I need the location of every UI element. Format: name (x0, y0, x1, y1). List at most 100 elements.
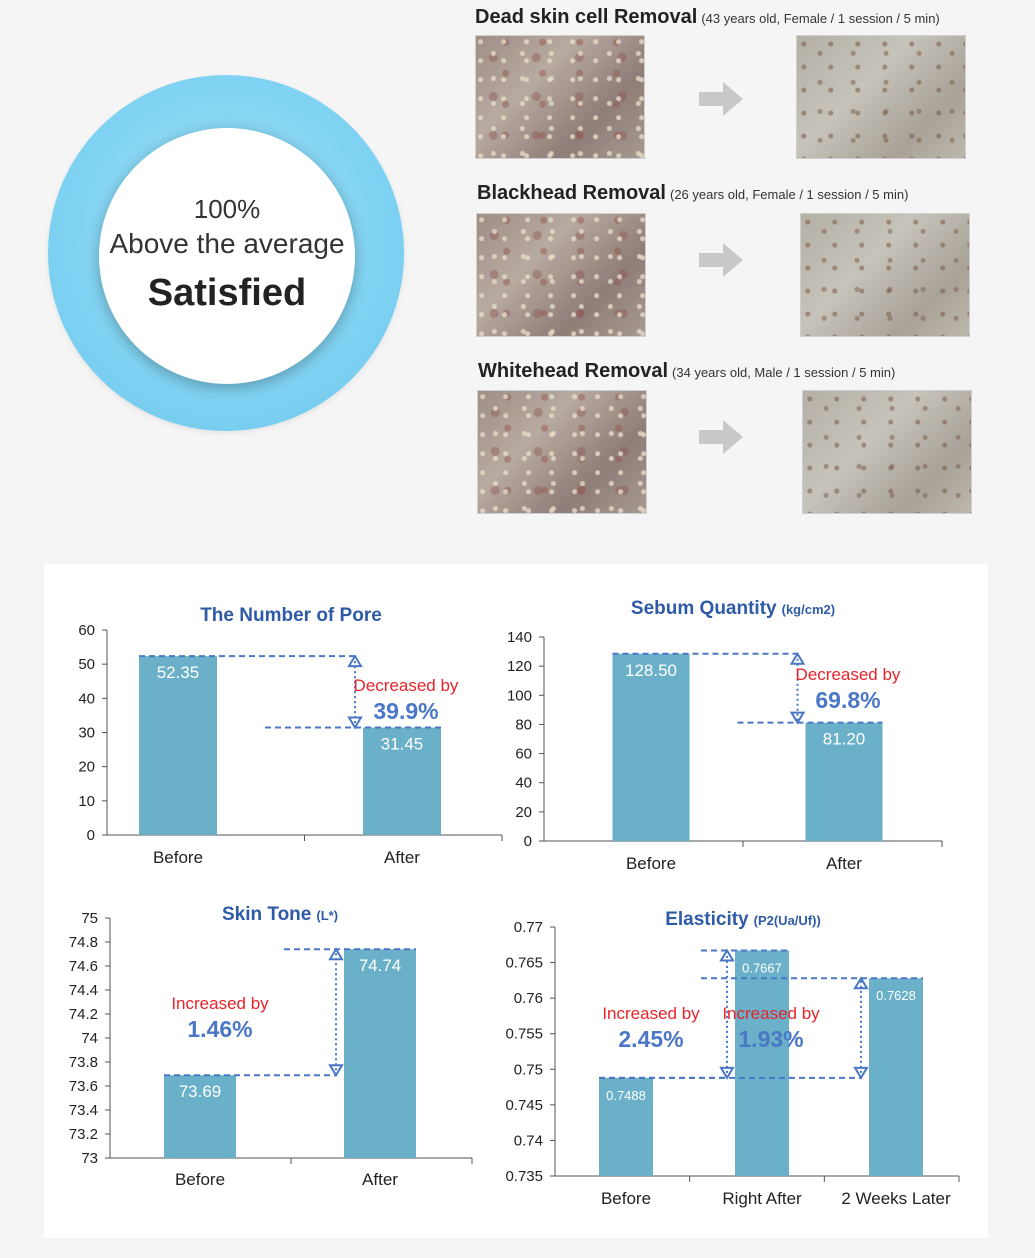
charts-svg: The Number of Pore 0 10 20 30 40 50 60 Before Aft… (69, 598, 960, 1208)
case-title-dead-skin: Dead skin cell Removal (43 years old, Fem… (475, 6, 940, 29)
y-tick-label: 20 (515, 804, 532, 821)
badge-percent: 100% (193, 194, 261, 224)
change-value: 69.8% (815, 687, 880, 713)
after-photo (800, 213, 970, 337)
y-tick-label: 40 (78, 690, 95, 707)
change-arrow-head (719, 1066, 735, 1080)
bar (139, 656, 217, 835)
bar (164, 1075, 236, 1158)
change-arrow-head (328, 1064, 344, 1078)
x-tick-label: Before (175, 1170, 225, 1189)
y-tick-label: 73.8 (69, 1054, 98, 1071)
chart-title-unit: (L*) (316, 908, 338, 923)
y-tick-label: 0.75 (514, 1061, 543, 1078)
charts-panel: The Number of Pore 0 10 20 30 40 50 60 Before Aft… (44, 564, 988, 1238)
y-tick-label: 74.2 (69, 1006, 98, 1023)
y-tick-label: 40 (515, 775, 532, 792)
before-photo (476, 213, 646, 337)
change-arrow-head (347, 654, 363, 668)
bar-value-label: 74.74 (359, 956, 402, 975)
case-detail: (34 years old, Male / 1 session / 5 min) (672, 365, 896, 380)
y-tick-label: 74.8 (69, 934, 98, 951)
y-tick-label: 120 (507, 658, 532, 675)
x-tick-label: Right After (722, 1189, 802, 1208)
bar-value-label: 52.35 (157, 663, 200, 682)
y-tick-label: 60 (515, 746, 532, 763)
y-tick-label: 73.6 (69, 1078, 98, 1095)
y-tick-label: 73.4 (69, 1102, 98, 1119)
arrow-right-icon (699, 243, 743, 277)
change-value: 1.46% (187, 1016, 252, 1042)
bar-value-label: 0.7488 (606, 1088, 646, 1103)
change-arrow-head (328, 947, 344, 961)
case-detail: (43 years old, Female / 1 session / 5 mi… (701, 11, 940, 26)
change-arrow-head (853, 1066, 869, 1080)
change-label: Decreased by (354, 676, 459, 695)
y-tick-label: 100 (507, 687, 532, 704)
y-tick-label: 0 (87, 827, 95, 844)
satisfaction-badge: 100% Above the average Satisfied (99, 128, 355, 384)
y-tick-label: 10 (78, 793, 95, 810)
change-arrow-head (789, 651, 806, 665)
bar (869, 978, 923, 1176)
chart-title: The Number of Pore (200, 605, 382, 626)
y-tick-label: 74.6 (69, 958, 98, 975)
change-value: 2.45% (618, 1026, 683, 1052)
bar (612, 653, 690, 841)
chart-title: Elasticity (P2(Ua/Uf)) (665, 909, 821, 930)
change-label: Increased by (171, 994, 269, 1013)
before-photo (477, 390, 647, 514)
chart-title: Sebum Quantity (kg/cm2) (631, 598, 835, 619)
y-tick-label: 140 (507, 629, 532, 646)
y-tick-label: 60 (78, 622, 95, 639)
case-title-text: Dead skin cell Removal (475, 6, 698, 28)
before-photo (475, 35, 645, 159)
x-tick-label: 2 Weeks Later (841, 1189, 951, 1208)
arrow-right-icon (699, 420, 743, 454)
after-photo (796, 35, 966, 159)
change-arrow-head (347, 716, 363, 730)
bar-value-label: 0.7628 (876, 988, 916, 1003)
change-label: Increased by (722, 1004, 820, 1023)
case-detail: (26 years old, Female / 1 session / 5 mi… (669, 187, 909, 202)
x-tick-label: After (384, 848, 420, 867)
badge-caption: Above the average (109, 228, 345, 259)
change-label: Increased by (602, 1004, 700, 1023)
bar-value-label: 81.20 (823, 730, 866, 749)
y-tick-label: 50 (78, 656, 95, 673)
chart-title-unit: (P2(Ua/Uf)) (754, 913, 821, 928)
x-tick-label: After (362, 1170, 398, 1189)
y-tick-label: 0.77 (514, 919, 543, 936)
y-tick-label: 80 (515, 716, 532, 733)
bar-value-label: 128.50 (625, 661, 677, 680)
y-tick-label: 0 (524, 833, 532, 850)
bar-value-label: 73.69 (179, 1082, 222, 1101)
y-tick-label: 0.735 (505, 1168, 543, 1185)
arrow-right-icon (699, 82, 743, 116)
x-tick-label: After (826, 854, 862, 873)
bar (344, 949, 416, 1158)
y-tick-label: 73.2 (69, 1126, 98, 1143)
change-value: 1.93% (738, 1026, 803, 1052)
bar (735, 950, 789, 1176)
y-tick-label: 0.755 (505, 1026, 543, 1043)
after-photo (802, 390, 972, 514)
bar (805, 722, 883, 841)
y-tick-label: 0.74 (514, 1132, 543, 1149)
change-arrow-head (789, 711, 806, 725)
bar-value-label: 0.7667 (742, 960, 782, 975)
change-arrow-head (719, 948, 735, 962)
y-tick-label: 0.76 (514, 990, 543, 1007)
bar (363, 727, 441, 835)
bar (599, 1077, 653, 1176)
badge-satisfied: Satisfied (147, 272, 307, 314)
case-title-text: Blackhead Removal (477, 182, 666, 204)
y-tick-label: 30 (78, 725, 95, 742)
chart-title: Skin Tone (L*) (222, 904, 338, 925)
case-title-blackhead: Blackhead Removal (26 years old, Female /… (477, 182, 908, 205)
y-tick-label: 73 (81, 1150, 98, 1167)
change-value: 39.9% (373, 698, 438, 724)
change-arrow-head (853, 976, 869, 990)
change-label: Decreased by (796, 665, 901, 684)
y-tick-label: 20 (78, 759, 95, 776)
